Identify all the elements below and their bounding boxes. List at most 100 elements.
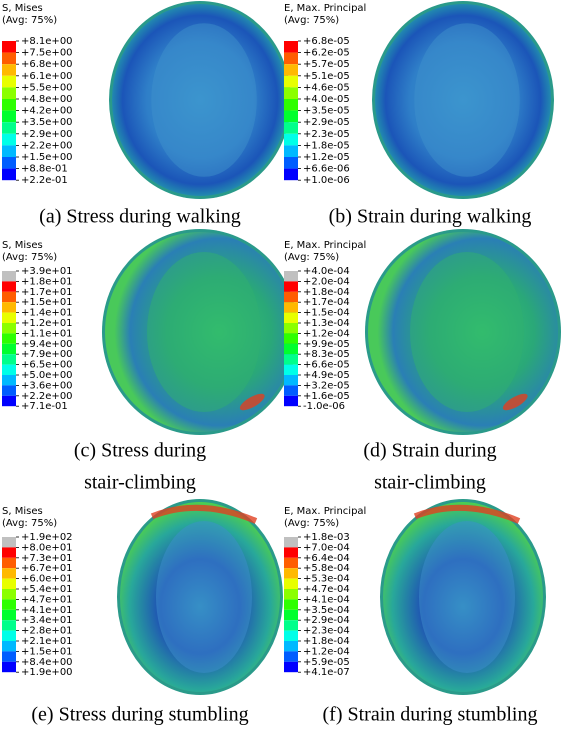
caption: (a) Stress during walking bbox=[39, 206, 241, 228]
legend-swatch bbox=[2, 641, 16, 651]
legend-value: +5.3e-04 bbox=[303, 574, 350, 585]
legend-value: +1.5e+00 bbox=[21, 152, 73, 163]
legend-value: +6.8e-05 bbox=[303, 36, 350, 47]
model-inner bbox=[147, 252, 261, 412]
legend-value: +6.0e+01 bbox=[21, 574, 73, 585]
legend-value: +2.8e+01 bbox=[21, 626, 73, 637]
legend-value: +4.0e-05 bbox=[303, 94, 350, 105]
legend-swatch bbox=[2, 568, 16, 578]
legend-value: +6.5e+00 bbox=[21, 360, 73, 371]
legend-value: +1.3e-04 bbox=[303, 318, 350, 329]
legend-title: (Avg: 75%) bbox=[284, 252, 339, 263]
legend-value: +4.7e+01 bbox=[21, 594, 73, 605]
legend-title: (Avg: 75%) bbox=[284, 518, 339, 529]
legend-value: +2.0e-04 bbox=[303, 276, 350, 287]
legend-swatch bbox=[284, 610, 298, 620]
legend-value: +4.2e+00 bbox=[21, 106, 73, 117]
legend-value: +7.9e+00 bbox=[21, 349, 73, 360]
legend-value: +7.1e-01 bbox=[21, 401, 68, 412]
legend-value: +6.4e-04 bbox=[303, 553, 350, 564]
legend-swatch bbox=[284, 41, 298, 53]
legend-swatch bbox=[284, 313, 298, 323]
caption: stair-climbing bbox=[374, 472, 486, 494]
legend-swatch bbox=[284, 375, 298, 385]
legend-swatch bbox=[2, 41, 16, 53]
legend-value: +1.5e+01 bbox=[21, 646, 73, 657]
legend-value: +3.9e+01 bbox=[21, 266, 73, 277]
legend-swatch bbox=[2, 281, 16, 291]
legend-value: +5.7e-05 bbox=[303, 59, 350, 70]
legend-value: +2.9e-05 bbox=[303, 117, 350, 128]
legend-title: S, Mises bbox=[2, 240, 43, 251]
legend-value: +2.2e+00 bbox=[21, 140, 73, 151]
legend-value: +5.0e+00 bbox=[21, 370, 73, 381]
legend-swatch bbox=[284, 589, 298, 599]
legend-value: +1.8e-04 bbox=[303, 636, 350, 647]
legend-value: +3.5e+00 bbox=[21, 117, 73, 128]
legend-value: +1.8e-04 bbox=[303, 287, 350, 298]
legend-value: +4.6e-05 bbox=[303, 82, 350, 93]
legend-swatch bbox=[2, 76, 16, 88]
legend-value: +8.1e+00 bbox=[21, 36, 73, 47]
legend-swatch bbox=[2, 662, 16, 672]
legend-swatch bbox=[284, 169, 298, 181]
legend-value: +4.0e-04 bbox=[303, 266, 350, 277]
legend-value: +4.1e-04 bbox=[303, 594, 350, 605]
legend-swatch bbox=[284, 76, 298, 88]
legend-swatch bbox=[2, 313, 16, 323]
legend-swatch bbox=[284, 292, 298, 302]
legend-swatch bbox=[2, 537, 16, 547]
caption: (e) Stress during stumbling bbox=[31, 704, 248, 726]
legend-value: +7.5e+00 bbox=[21, 48, 73, 59]
legend-swatch bbox=[2, 157, 16, 169]
legend-value: +2.2e+00 bbox=[21, 391, 73, 402]
caption: stair-climbing bbox=[84, 472, 196, 494]
legend-swatch bbox=[284, 87, 298, 99]
model-inner bbox=[419, 521, 515, 673]
legend-value: +4.1e+01 bbox=[21, 605, 73, 616]
legend-swatch bbox=[284, 568, 298, 578]
legend-swatch bbox=[284, 122, 298, 134]
legend-value: +1.1e+01 bbox=[21, 328, 73, 339]
legend-value: +4.8e+00 bbox=[21, 94, 73, 105]
legend-value: +2.3e-04 bbox=[303, 626, 350, 637]
legend-swatch bbox=[2, 558, 16, 568]
caption: (f) Strain during stumbling bbox=[323, 704, 538, 726]
legend-swatch bbox=[2, 631, 16, 641]
legend-value: +3.6e+00 bbox=[21, 380, 73, 391]
legend-value: +3.4e+01 bbox=[21, 615, 73, 626]
legend-value: +1.5e+01 bbox=[21, 297, 73, 308]
legend-value: -1.0e-06 bbox=[303, 401, 345, 412]
legend-swatch bbox=[2, 620, 16, 630]
legend-value: +1.7e+01 bbox=[21, 287, 73, 298]
legend-value: +4.1e-07 bbox=[303, 667, 350, 678]
legend-swatch bbox=[284, 365, 298, 375]
legend-value: +2.2e-01 bbox=[21, 175, 68, 186]
legend-swatch bbox=[2, 271, 16, 281]
legend-swatch bbox=[284, 537, 298, 547]
legend-swatch bbox=[2, 99, 16, 111]
legend-title: (Avg: 75%) bbox=[2, 518, 57, 529]
legend-value: +8.3e-05 bbox=[303, 349, 350, 360]
legend-swatch bbox=[284, 662, 298, 672]
legend-swatch bbox=[284, 354, 298, 364]
legend-value: +1.8e-05 bbox=[303, 140, 350, 151]
legend-swatch bbox=[2, 292, 16, 302]
model-inner bbox=[414, 23, 520, 177]
legend-swatch bbox=[2, 134, 16, 146]
legend-swatch bbox=[2, 599, 16, 609]
legend-value: +8.8e-01 bbox=[21, 164, 68, 175]
legend-swatch bbox=[2, 610, 16, 620]
legend-swatch bbox=[284, 271, 298, 281]
legend-swatch bbox=[284, 558, 298, 568]
legend-swatch bbox=[284, 344, 298, 354]
legend-value: +4.9e-05 bbox=[303, 370, 350, 381]
legend-swatch bbox=[2, 396, 16, 406]
legend-value: +5.8e-04 bbox=[303, 563, 350, 574]
legend-value: +5.4e+01 bbox=[21, 584, 73, 595]
legend-swatch bbox=[2, 333, 16, 343]
legend-swatch bbox=[2, 64, 16, 76]
legend-swatch bbox=[284, 599, 298, 609]
caption: (b) Strain during walking bbox=[329, 206, 532, 228]
legend-value: +1.6e-05 bbox=[303, 391, 350, 402]
